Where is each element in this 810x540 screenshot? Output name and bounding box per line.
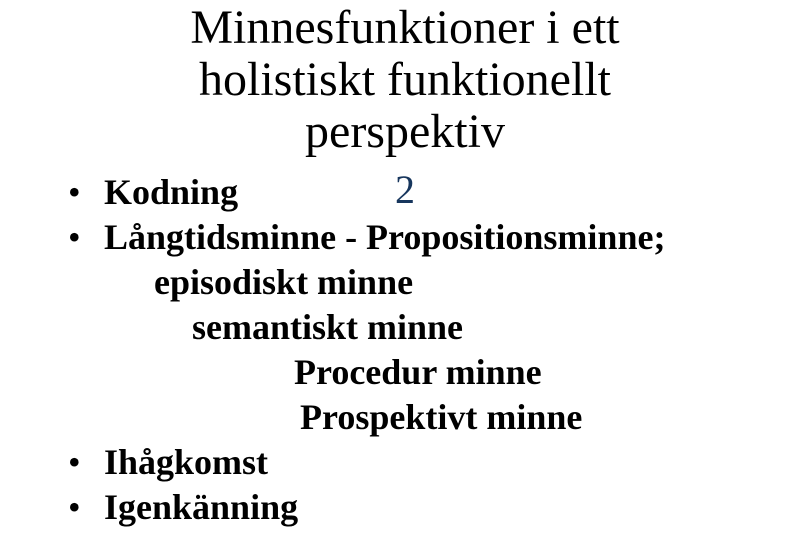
title-line-1: Minnesfunktioner i ett	[190, 1, 619, 54]
sub-prospektivt: Prospektivt minne	[68, 395, 768, 440]
slide: Minnesfunktioner i ett holistiskt funkti…	[0, 0, 810, 540]
bullet-kodning-text: Kodning	[104, 172, 238, 212]
bullet-ihagkomst-text: Ihågkomst	[104, 442, 268, 482]
sub-procedur: Procedur minne	[68, 350, 768, 395]
slide-body: Kodning Långtidsminne - Propositionsminn…	[68, 170, 768, 530]
bullet-igenkanning-text: Igenkänning	[104, 487, 298, 527]
sub-episodiskt: episodiskt minne	[68, 260, 768, 305]
bullet-ihagkomst: Ihågkomst	[68, 440, 768, 485]
sub-semantiskt: semantiskt minne	[68, 305, 768, 350]
title-line-2: holistiskt funktionellt	[199, 53, 611, 106]
bullet-igenkanning: Igenkänning	[68, 485, 768, 530]
title-line-3: perspektiv	[305, 105, 505, 158]
bullet-langtidsminne-text: Långtidsminne - Propositionsminne;	[104, 217, 665, 257]
slide-title: Minnesfunktioner i ett holistiskt funkti…	[0, 2, 810, 157]
bullet-kodning: Kodning	[68, 170, 768, 215]
bullet-langtidsminne: Långtidsminne - Propositionsminne;	[68, 215, 768, 260]
